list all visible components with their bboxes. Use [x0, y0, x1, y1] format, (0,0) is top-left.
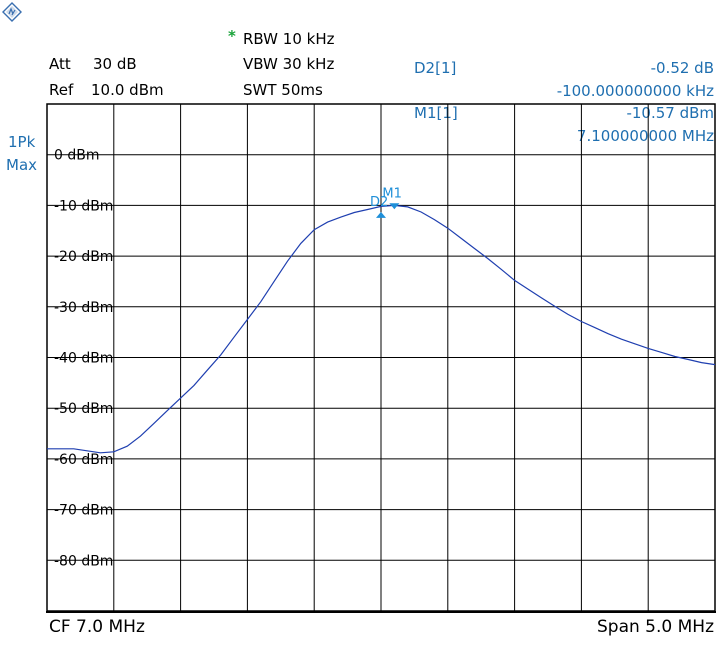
delta-marker-frequency: -100.000000000 kHz [556, 82, 714, 100]
frequency-span: Span 5.0 MHz [597, 617, 714, 637]
y-tick-label: -70 dBm [54, 503, 113, 519]
y-tick-label: -60 dBm [54, 452, 113, 468]
grid-lines [47, 104, 715, 611]
marker-d2-label: D2 [370, 195, 388, 210]
marker-1-frequency: 7.100000000 MHz [576, 127, 714, 145]
y-tick-label: -10 dBm [54, 198, 113, 214]
footer-rule [46, 611, 716, 613]
marker-m1-triangle [389, 203, 400, 210]
delta-marker-label: D2[1] [414, 59, 457, 77]
spectrum-trace [47, 204, 716, 454]
trace-hold-mode: Max [6, 156, 38, 174]
y-tick-label: -50 dBm [54, 401, 113, 417]
ref-level-label: Ref [49, 81, 74, 99]
sweep-time-setting: SWT 50ms [243, 81, 323, 99]
trace-detector-mode: 1Pk [8, 133, 36, 151]
delta-marker-value: -0.52 dB [650, 59, 714, 77]
y-tick-label: -40 dBm [54, 351, 113, 367]
rbw-setting: RBW 10 kHz [243, 30, 335, 48]
y-tick-label: -80 dBm [54, 553, 113, 569]
rbw-coupling-star: * [228, 27, 236, 45]
ref-level-value: 10.0 dBm [91, 81, 164, 99]
attenuation-label: Att [49, 55, 71, 73]
marker-d2-triangle [376, 211, 386, 218]
center-frequency: CF 7.0 MHz [49, 617, 145, 637]
marker-1-label: M1[1] [414, 104, 458, 122]
vbw-setting: VBW 30 kHz [243, 55, 335, 73]
attenuation-value: 30 dB [93, 55, 137, 73]
marker-m1-label: M1 [382, 186, 402, 201]
y-tick-labels: 0 dBm -10 dBm -20 dBm -30 dBm -40 dBm -50 dBm… [54, 148, 113, 570]
rohde-schwarz-logo-icon [2, 2, 22, 22]
y-tick-label: -30 dBm [54, 300, 113, 316]
y-tick-label: 0 dBm [54, 148, 100, 164]
y-tick-label: -20 dBm [54, 249, 113, 265]
